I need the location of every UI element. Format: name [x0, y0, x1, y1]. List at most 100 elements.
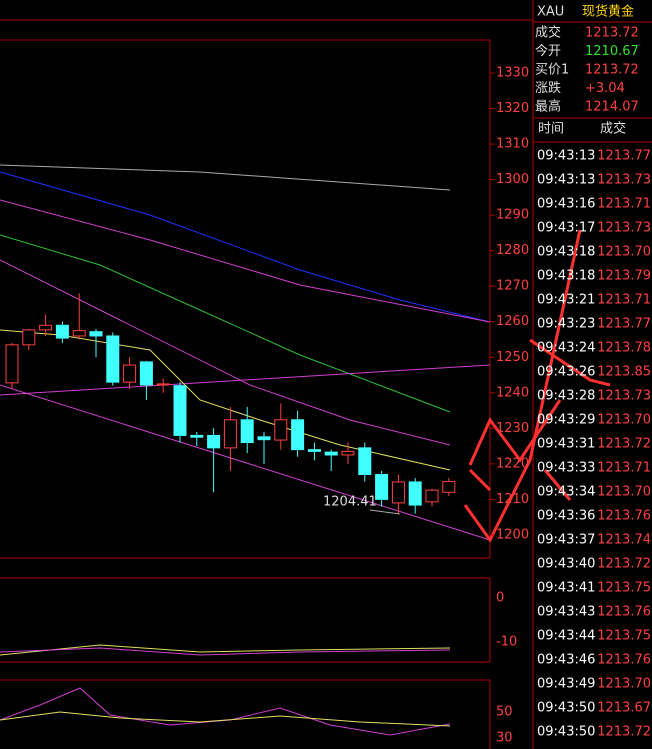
trade-price: 1213.77: [597, 149, 651, 164]
trade-time: 09:43:34: [537, 485, 595, 500]
candle-body: [89, 331, 103, 337]
symbol: XAU: [537, 5, 564, 20]
trade-time: 09:43:31: [537, 437, 595, 452]
symbol-name: 现货黄金: [582, 4, 634, 20]
trade-time: 09:43:17: [537, 221, 595, 236]
y-tick-label: 1260: [496, 314, 529, 329]
y-tick-label: 1200: [496, 527, 529, 542]
sub-tick-label: 30: [496, 731, 513, 746]
candle-body: [156, 383, 170, 386]
trade-time: 09:43:43: [537, 605, 595, 620]
trade-time: 09:43:23: [537, 317, 595, 332]
quote-value: 1213.72: [585, 63, 639, 78]
trade-price: 1213.75: [597, 629, 651, 644]
candle-body: [123, 364, 137, 383]
trade-time: 09:43:41: [537, 581, 595, 596]
candle-body: [307, 449, 321, 452]
candle-body: [291, 419, 305, 451]
trade-price: 1213.76: [597, 653, 651, 668]
trade-time: 09:43:36: [537, 509, 595, 524]
candle-body: [442, 481, 456, 493]
candle-body: [408, 481, 422, 506]
trade-price: 1213.76: [597, 509, 651, 524]
trade-time: 09:43:50: [537, 725, 595, 740]
trade-price: 1213.70: [597, 245, 651, 260]
y-tick-label: 1220: [496, 456, 529, 471]
trade-time: 09:43:33: [537, 461, 595, 476]
candle-body: [358, 447, 372, 476]
candle-body: [22, 329, 36, 346]
candle-body: [324, 451, 338, 456]
quote-value: +3.04: [585, 81, 625, 96]
trade-price: 1213.85: [597, 365, 651, 380]
y-tick-label: 1330: [496, 66, 529, 81]
trade-time: 09:43:18: [537, 245, 595, 260]
trade-price: 1213.76: [597, 605, 651, 620]
candle-body: [55, 324, 69, 339]
trade-time: 09:43:50: [537, 701, 595, 716]
trade-price: 1213.75: [597, 581, 651, 596]
candle-body: [375, 474, 389, 500]
trade-price: 1213.72: [597, 557, 651, 572]
candle-body: [223, 419, 237, 449]
trade-price: 1213.71: [597, 293, 651, 308]
column-header: 时间: [538, 122, 564, 137]
trade-price: 1213.67: [597, 701, 651, 716]
quote-label: 买价1: [535, 63, 569, 78]
trade-time: 09:43:18: [537, 269, 595, 284]
y-tick-label: 1270: [496, 279, 529, 294]
candle-body: [341, 450, 355, 456]
candle-body: [274, 419, 288, 441]
trade-time: 09:43:44: [537, 629, 595, 644]
candle-body: [106, 335, 120, 383]
trade-price: 1213.79: [597, 269, 651, 284]
trade-price: 1213.72: [597, 725, 651, 740]
trade-price: 1213.73: [597, 173, 651, 188]
trade-time: 09:43:24: [537, 341, 595, 356]
candle-body: [207, 434, 221, 449]
y-tick-label: 1300: [496, 172, 529, 187]
arrows: [463, 229, 611, 543]
y-tick-label: 1310: [496, 137, 529, 152]
trade-time: 09:43:13: [537, 173, 595, 188]
candle-body: [5, 344, 19, 384]
trade-time: 09:43:26: [537, 365, 595, 380]
candle-body: [190, 434, 204, 438]
y-tick-label: 1290: [496, 208, 529, 223]
trade-price: 1213.71: [597, 461, 651, 476]
trade-price: 1213.78: [597, 341, 651, 356]
trade-price: 1213.72: [597, 437, 651, 452]
candle-body: [72, 330, 86, 337]
annotation: 1204.41: [323, 495, 377, 510]
y-tick-label: 1320: [496, 101, 529, 116]
quote-label: 成交: [535, 25, 561, 41]
candle-body: [257, 436, 271, 441]
candle-body: [139, 361, 153, 386]
y-tick-label: 1240: [496, 385, 529, 400]
sub-tick-label: 0: [496, 591, 504, 606]
y-tick-label: 1280: [496, 243, 529, 258]
candle-body: [425, 489, 439, 503]
trade-price: 1213.74: [597, 533, 651, 548]
candle-body: [240, 419, 254, 444]
candle-body: [391, 481, 405, 504]
trade-time: 09:43:46: [537, 653, 595, 668]
trade-time: 09:43:49: [537, 677, 595, 692]
quote-value: 1210.67: [585, 44, 639, 59]
indicator-lines: [0, 164, 491, 736]
trade-price: 1213.73: [597, 389, 651, 404]
trade-time: 09:43:28: [537, 389, 595, 404]
quote-value: 1214.07: [585, 100, 639, 115]
trade-price: 1213.73: [597, 221, 651, 236]
quote-label: 最高: [535, 99, 561, 115]
trade-price: 1213.70: [597, 485, 651, 500]
trade-time: 09:43:37: [537, 533, 595, 548]
y-tick-label: 1210: [496, 492, 529, 507]
trade-time: 09:43:40: [537, 557, 595, 572]
sub-tick-label: 50: [496, 705, 513, 720]
trade-price: 1213.70: [597, 413, 651, 428]
y-tick-label: 1230: [496, 421, 529, 436]
